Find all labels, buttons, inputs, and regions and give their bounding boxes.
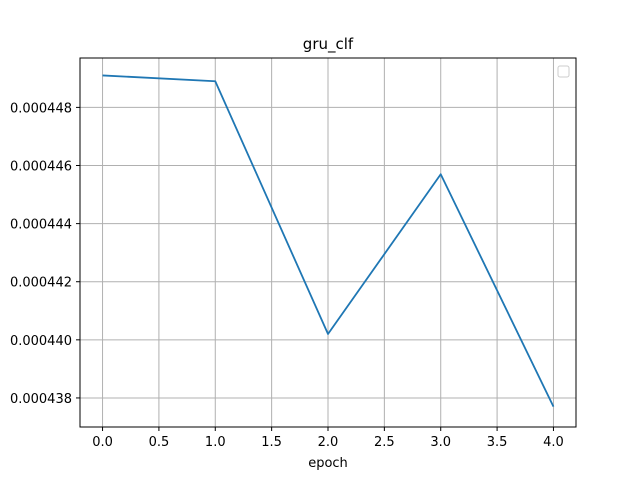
x-tick-label: 0.0: [92, 435, 113, 450]
x-tick-label: 3.0: [430, 435, 451, 450]
legend-box: [557, 65, 570, 78]
x-tick-label: 1.5: [261, 435, 282, 450]
x-tick-label: 0.5: [149, 435, 170, 450]
y-tick-label: 0.000446: [10, 160, 72, 175]
x-tick-label: 4.0: [543, 435, 564, 450]
series-layer: [102, 74, 555, 408]
y-tick-label: 0.000444: [10, 218, 72, 233]
x-tick-label: 2.5: [374, 435, 395, 450]
y-tick-label: 0.000438: [10, 392, 72, 407]
y-tick-label: 0.000442: [10, 276, 72, 291]
x-tick-label: 2.0: [318, 435, 339, 450]
y-tick-label: 0.000448: [10, 101, 72, 116]
chart-title: gru_clf: [303, 35, 354, 54]
x-tick-label: 3.5: [487, 435, 508, 450]
x-tick-label: 1.0: [205, 435, 226, 450]
grid: [80, 58, 576, 427]
x-axis-label: epoch: [308, 456, 348, 471]
y-tick-label: 0.000440: [10, 334, 72, 349]
x-axis: 0.0 0.5 1.0 1.5 2.0 2.5 3.0 3.5 4.0: [92, 427, 564, 450]
series-line: [102, 74, 555, 408]
y-axis: 0.000438 0.000440 0.000442 0.000444 0.000446…: [10, 101, 80, 407]
